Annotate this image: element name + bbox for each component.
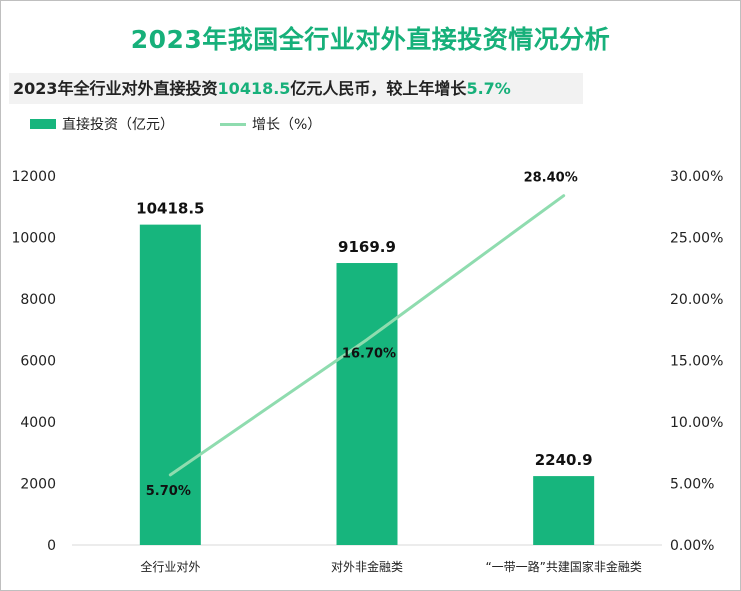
bar [336,263,398,545]
line-value-label: 5.70% [146,484,191,499]
y-left-tick-label: 4000 [20,415,56,431]
y-left-tick-label: 2000 [20,477,56,493]
y-left-tick-label: 0 [47,538,56,554]
x-category-label: 全行业对外 [140,559,200,574]
summary-middle: 亿元人民币，较上年增长 [290,79,467,98]
legend-swatch-bar [30,119,56,129]
y-right-tick-label: 25.00% [670,231,723,247]
summary-value-growth: 5.7% [466,79,511,98]
y-right-tick-label: 0.00% [670,538,714,554]
growth-line [168,194,566,477]
y-right-tick-label: 20.00% [670,292,723,308]
y-left-tick-label: 10000 [11,231,56,247]
bar-value-label: 10418.5 [136,200,204,218]
bar [139,224,201,546]
legend-item-line: 增长（%） [220,114,321,134]
y-left-tick-label: 8000 [20,292,56,308]
legend-swatch-line [220,122,246,126]
y-right-tick-label: 30.00% [670,169,723,185]
y-right-tick-label: 5.00% [670,477,714,493]
bar-value-label: 9169.9 [338,238,396,256]
y-right-tick-label: 10.00% [670,415,723,431]
summary-value-investment: 10418.5 [217,79,291,98]
x-category-label: 对外非金融类 [331,559,403,574]
summary-prefix: 2023年全行业对外直接投资 [13,79,218,98]
legend-label-bar: 直接投资（亿元） [62,117,174,133]
x-category-label: “一带一路”共建国家非金融类 [485,559,641,574]
legend-label-line: 增长（%） [252,117,322,133]
line-value-label: 16.70% [342,347,396,362]
bar [533,476,595,545]
legend-item-bar: 直接投资（亿元） [30,114,174,134]
y-left-tick-label: 6000 [20,354,56,370]
chart-title: 2023年我国全行业对外直接投资情况分析 [130,25,611,54]
legend: 直接投资（亿元） 增长（%） [30,114,367,134]
y-right-tick-label: 15.00% [670,354,723,370]
y-left-tick-label: 12000 [11,169,56,185]
summary-banner: 2023年全行业对外直接投资10418.5亿元人民币，较上年增长5.7% [9,73,583,104]
bar-value-label: 2240.9 [535,451,593,469]
line-value-label: 28.40% [524,171,578,186]
